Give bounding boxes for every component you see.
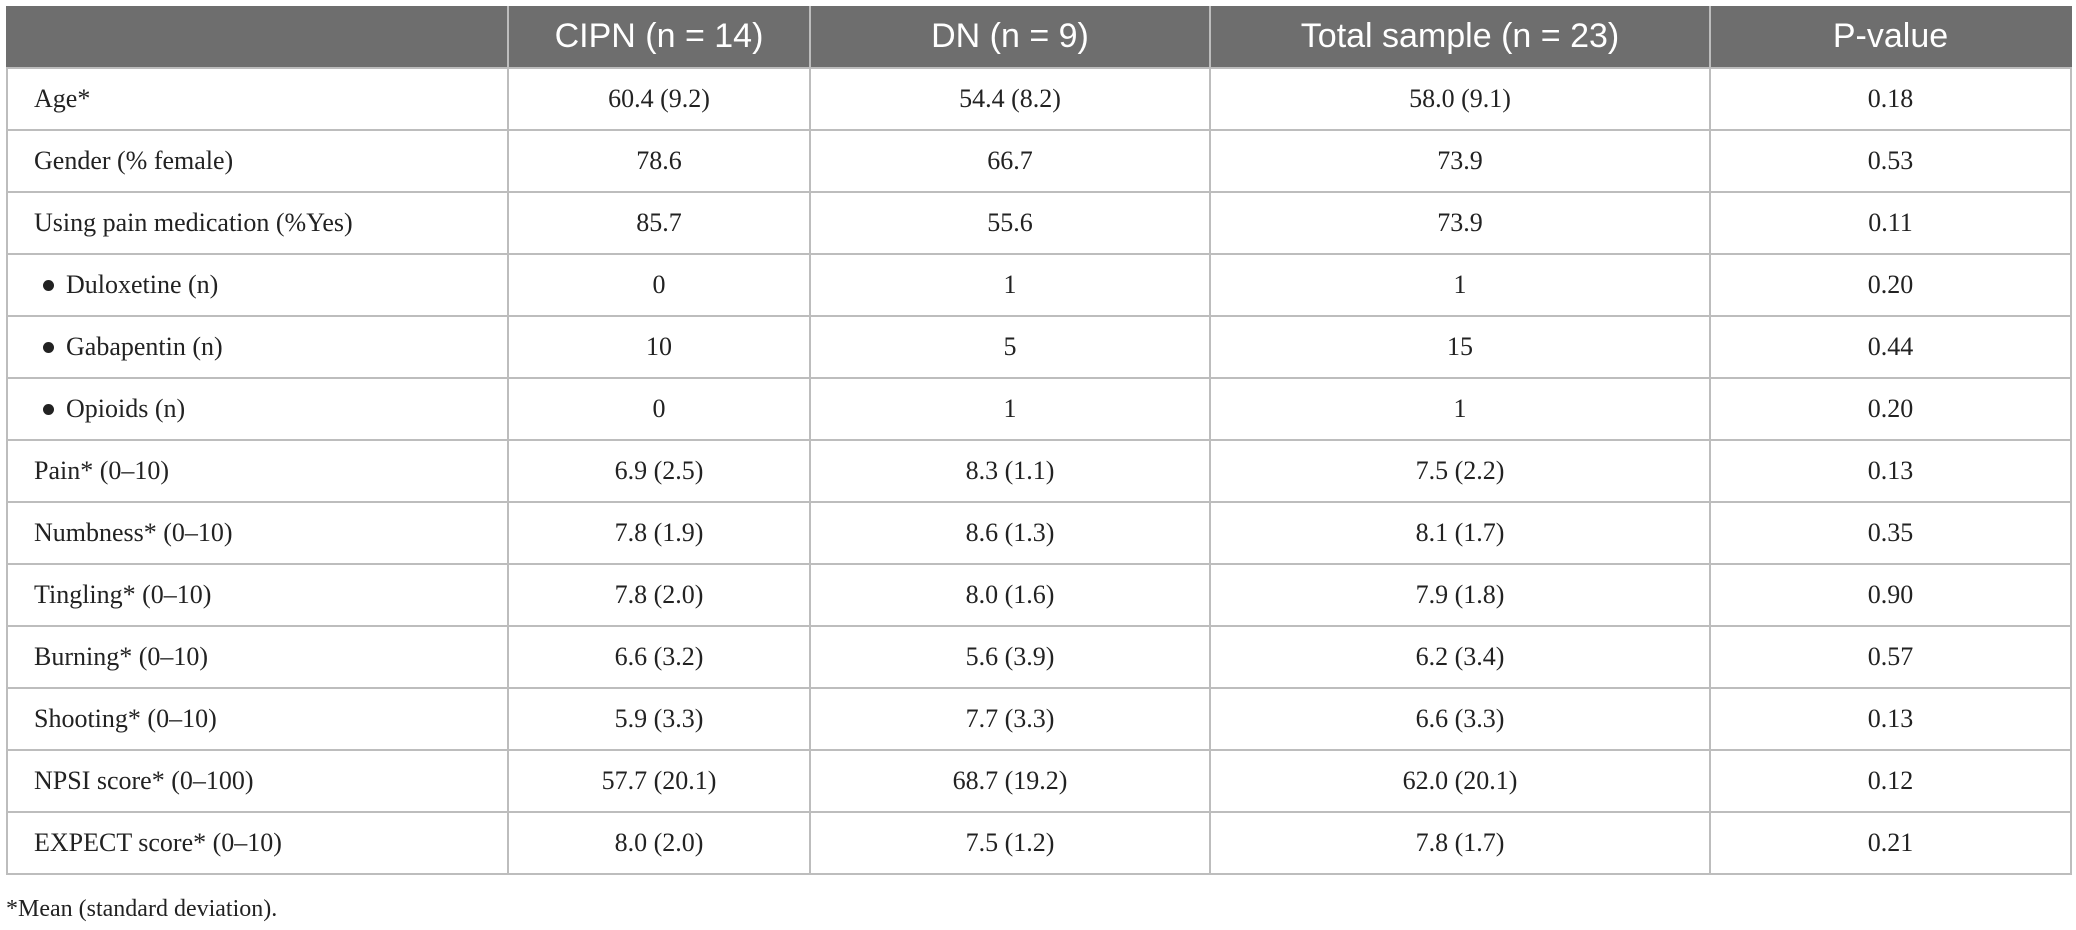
table-row: Burning* (0–10) 6.6 (3.2) 5.6 (3.9) 6.2 … (6, 625, 2072, 689)
cell-p-value: 0.90 (1709, 563, 2072, 627)
table-row: Using pain medication (%Yes) 85.7 55.6 7… (6, 191, 2072, 255)
cell-dn: 5 (809, 315, 1211, 379)
table-header-row: CIPN (n = 14) DN (n = 9) Total sample (n… (6, 6, 2072, 69)
header-dn: DN (n = 9) (809, 6, 1211, 69)
cell-total: 6.6 (3.3) (1209, 687, 1711, 751)
table-row: Gabapentin (n) 10 5 15 0.44 (6, 315, 2072, 379)
cell-total: 1 (1209, 377, 1711, 441)
cell-cipn: 6.6 (3.2) (507, 625, 811, 689)
table-container: CIPN (n = 14) DN (n = 9) Total sample (n… (6, 6, 2072, 875)
row-label-text: Opioids (n) (66, 394, 186, 423)
cell-cipn: 85.7 (507, 191, 811, 255)
cell-total: 1 (1209, 253, 1711, 317)
cell-cipn: 78.6 (507, 129, 811, 193)
cell-total: 7.5 (2.2) (1209, 439, 1711, 503)
bullet-icon (43, 342, 54, 353)
cell-total: 73.9 (1209, 129, 1711, 193)
demographics-table: CIPN (n = 14) DN (n = 9) Total sample (n… (6, 6, 2072, 875)
cell-p-value: 0.44 (1709, 315, 2072, 379)
row-label: Pain* (0–10) (6, 439, 509, 503)
cell-dn: 5.6 (3.9) (809, 625, 1211, 689)
row-label: Using pain medication (%Yes) (6, 191, 509, 255)
cell-cipn: 0 (507, 253, 811, 317)
cell-p-value: 0.12 (1709, 749, 2072, 813)
row-label-sub: Duloxetine (n) (6, 253, 509, 317)
row-label: Tingling* (0–10) (6, 563, 509, 627)
cell-cipn: 0 (507, 377, 811, 441)
cell-cipn: 57.7 (20.1) (507, 749, 811, 813)
row-label: Burning* (0–10) (6, 625, 509, 689)
row-label: NPSI score* (0–100) (6, 749, 509, 813)
cell-dn: 68.7 (19.2) (809, 749, 1211, 813)
cell-total: 6.2 (3.4) (1209, 625, 1711, 689)
cell-dn: 55.6 (809, 191, 1211, 255)
cell-dn: 66.7 (809, 129, 1211, 193)
row-label: Gender (% female) (6, 129, 509, 193)
header-label-col (6, 6, 509, 69)
cell-p-value: 0.13 (1709, 439, 2072, 503)
cell-total: 58.0 (9.1) (1209, 67, 1711, 131)
row-label: Shooting* (0–10) (6, 687, 509, 751)
cell-total: 7.9 (1.8) (1209, 563, 1711, 627)
cell-cipn: 8.0 (2.0) (507, 811, 811, 875)
cell-total: 8.1 (1.7) (1209, 501, 1711, 565)
cell-dn: 8.6 (1.3) (809, 501, 1211, 565)
row-label: Numbness* (0–10) (6, 501, 509, 565)
bullet-icon (43, 280, 54, 291)
row-label-text: Gabapentin (n) (66, 332, 223, 361)
bullet-icon (43, 404, 54, 415)
cell-p-value: 0.18 (1709, 67, 2072, 131)
cell-p-value: 0.57 (1709, 625, 2072, 689)
table-row: Shooting* (0–10) 5.9 (3.3) 7.7 (3.3) 6.6… (6, 687, 2072, 751)
cell-total: 7.8 (1.7) (1209, 811, 1711, 875)
table-footnote: *Mean (standard deviation). (6, 896, 278, 922)
table-row: Pain* (0–10) 6.9 (2.5) 8.3 (1.1) 7.5 (2.… (6, 439, 2072, 503)
cell-p-value: 0.20 (1709, 253, 2072, 317)
cell-dn: 7.5 (1.2) (809, 811, 1211, 875)
table-row: Opioids (n) 0 1 1 0.20 (6, 377, 2072, 441)
cell-cipn: 6.9 (2.5) (507, 439, 811, 503)
cell-p-value: 0.13 (1709, 687, 2072, 751)
cell-dn: 7.7 (3.3) (809, 687, 1211, 751)
cell-total: 73.9 (1209, 191, 1711, 255)
cell-p-value: 0.35 (1709, 501, 2072, 565)
cell-cipn: 7.8 (1.9) (507, 501, 811, 565)
cell-p-value: 0.20 (1709, 377, 2072, 441)
table-row: NPSI score* (0–100) 57.7 (20.1) 68.7 (19… (6, 749, 2072, 813)
row-label-sub: Gabapentin (n) (6, 315, 509, 379)
table-row: Gender (% female) 78.6 66.7 73.9 0.53 (6, 129, 2072, 193)
table-row: Duloxetine (n) 0 1 1 0.20 (6, 253, 2072, 317)
table-row: Age* 60.4 (9.2) 54.4 (8.2) 58.0 (9.1) 0.… (6, 67, 2072, 131)
cell-dn: 54.4 (8.2) (809, 67, 1211, 131)
cell-cipn: 5.9 (3.3) (507, 687, 811, 751)
cell-dn: 1 (809, 377, 1211, 441)
cell-dn: 8.0 (1.6) (809, 563, 1211, 627)
row-label-text: Duloxetine (n) (66, 270, 219, 299)
cell-cipn: 10 (507, 315, 811, 379)
cell-cipn: 60.4 (9.2) (507, 67, 811, 131)
table-body: Age* 60.4 (9.2) 54.4 (8.2) 58.0 (9.1) 0.… (6, 67, 2072, 875)
cell-p-value: 0.21 (1709, 811, 2072, 875)
cell-cipn: 7.8 (2.0) (507, 563, 811, 627)
header-p-value: P-value (1709, 6, 2072, 69)
cell-dn: 8.3 (1.1) (809, 439, 1211, 503)
cell-total: 62.0 (20.1) (1209, 749, 1711, 813)
cell-p-value: 0.53 (1709, 129, 2072, 193)
row-label: Age* (6, 67, 509, 131)
table-row: Numbness* (0–10) 7.8 (1.9) 8.6 (1.3) 8.1… (6, 501, 2072, 565)
cell-p-value: 0.11 (1709, 191, 2072, 255)
table-row: Tingling* (0–10) 7.8 (2.0) 8.0 (1.6) 7.9… (6, 563, 2072, 627)
row-label: EXPECT score* (0–10) (6, 811, 509, 875)
cell-dn: 1 (809, 253, 1211, 317)
header-total: Total sample (n = 23) (1209, 6, 1711, 69)
cell-total: 15 (1209, 315, 1711, 379)
table-row: EXPECT score* (0–10) 8.0 (2.0) 7.5 (1.2)… (6, 811, 2072, 875)
row-label-sub: Opioids (n) (6, 377, 509, 441)
header-cipn: CIPN (n = 14) (507, 6, 811, 69)
